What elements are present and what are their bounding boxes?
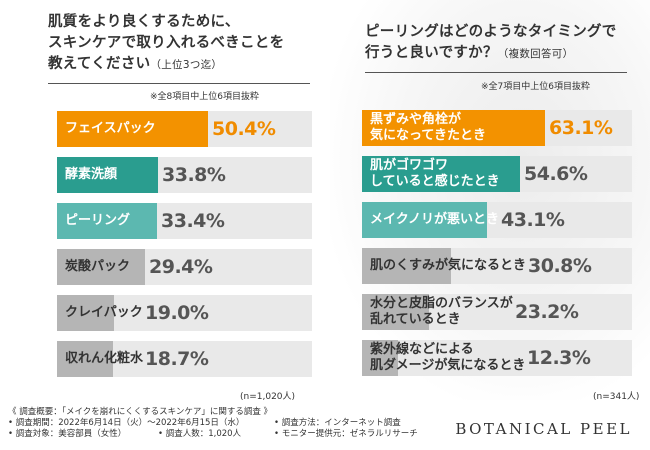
survey-period: • 調査期間：2022年6月14日（火）～2022年6月15日（水） [8, 418, 245, 428]
bar-left-4 [57, 249, 145, 285]
bar-row-left-5: クレイパック 19.0% [57, 295, 312, 331]
bar-left-1 [57, 111, 208, 147]
chart-left-n: (n=1,020人) [240, 392, 296, 402]
bar-label-line: メイクノリが悪いとき [370, 212, 499, 227]
bar-value-label: 50.4% [212, 118, 276, 140]
bar-value-label: 33.8% [162, 164, 226, 186]
bar-label-line: 肌のくすみが気になるとき [370, 258, 527, 273]
bar-row-left-1: フェイスパック 50.4% [57, 111, 312, 147]
chart-left-note: ※全8項目中上位6項目抜粋 [150, 92, 259, 102]
bar-row-left-4: 炭酸パック 29.4% [57, 249, 312, 285]
survey-provider: • モニター提供元：ゼネラルリサーチ [274, 429, 418, 439]
chart-right-title-line: 行うと良いですか？ [365, 45, 498, 61]
bar-label-line: 黒ずみや角栓が [370, 112, 462, 127]
bar-left-5 [57, 295, 114, 331]
bar-label-line: ピーリング [65, 213, 131, 228]
bar-left-3 [57, 203, 157, 239]
bar-label-line: 水分と皮脂のバランスが [370, 296, 513, 311]
chart-left-title-line: 肌質をより良くするために、 [48, 14, 240, 30]
bar-value-label: 33.4% [161, 210, 225, 232]
bar-row-left-3: ピーリング 33.4% [57, 203, 312, 239]
bar-right-6 [362, 340, 398, 376]
bar-label: 黒ずみや角栓が 気になってきたとき [370, 110, 486, 146]
bar-row-right-2: 肌がゴワゴワ していると感じたとき 54.6% [362, 156, 632, 192]
bar-row-right-5: 水分と皮脂のバランスが 乱れているとき 23.2% [362, 294, 632, 330]
bar-value-label: 12.3% [527, 347, 591, 369]
bar-label: ピーリング [65, 203, 130, 239]
bar-label-line: 紫外線などによる [370, 342, 474, 357]
bar-label-line: フェイスパック [65, 121, 156, 136]
bar-value-label: 30.8% [528, 255, 592, 277]
survey-overview: 《 調査概要：「メイクを崩れにくくするスキンケア」に関する調査 》 • 調査期間… [8, 407, 418, 440]
chart-right-title-sub: （複数回答可） [497, 48, 574, 60]
bar-right-3 [362, 202, 487, 238]
bar-label-line: 肌ダメージが気になるとき [370, 358, 526, 373]
bar-label: 水分と皮脂のバランスが 乱れているとき [370, 294, 513, 330]
bar-row-right-3: メイクノリが悪いとき 43.1% [362, 202, 632, 238]
bar-value-label: 54.6% [524, 163, 588, 185]
bar-value-label: 63.1% [549, 117, 613, 139]
chart-right-title: ピーリングはどのようなタイミングで 行うと良いですか？（複数回答可） [365, 22, 650, 65]
bar-label: 炭酸パック [65, 249, 130, 285]
chart-left-title-line: スキンケアで取り入れるべきことを [48, 35, 285, 51]
bar-label-line: 炭酸パック [65, 259, 131, 274]
bar-track [362, 340, 632, 376]
bar-label-line: 肌がゴワゴワ [370, 158, 449, 173]
title-underline [365, 72, 627, 73]
chart-right-note: ※全7項目中上位6項目抜粋 [481, 82, 590, 92]
bar-label-line: 気になってきたとき [370, 128, 486, 143]
bar-row-left-2: 酵素洗顔 33.8% [57, 157, 312, 193]
survey-target: • 調査対象：美容部員（女性） [8, 429, 127, 439]
bar-value-label: 29.4% [149, 256, 213, 278]
survey-heading: 《 調査概要：「メイクを崩れにくくするスキンケア」に関する調査 》 [8, 407, 273, 417]
chart-right-title-line: ピーリングはどのようなタイミングで [365, 24, 617, 40]
chart-left-title-line: 教えてください [48, 56, 151, 72]
bar-label: クレイパック [65, 295, 143, 331]
bar-label-line: 乱れているとき [370, 312, 461, 327]
background-photo [330, 0, 650, 400]
title-underline [48, 83, 310, 84]
bar-left-6 [57, 341, 113, 377]
survey-method: • 調査方法：インターネット調査 [274, 418, 401, 428]
bar-right-5 [362, 294, 429, 330]
bar-right-2 [362, 156, 520, 192]
bar-label-line: 酵素洗顔 [65, 167, 118, 182]
bar-label: フェイスパック [65, 111, 156, 147]
bar-row-right-6: 紫外線などによる 肌ダメージが気になるとき 12.3% [362, 340, 632, 376]
chart-left-title: 肌質をより良くするために、 スキンケアで取り入れるべきことを 教えてください（上… [48, 12, 328, 76]
bar-row-left-6: 収れん化粧水 18.7% [57, 341, 312, 377]
bar-label: 肌のくすみが気になるとき [370, 248, 526, 284]
bar-right-4 [362, 248, 451, 284]
bar-row-right-1: 黒ずみや角栓が 気になってきたとき 63.1% [362, 110, 632, 146]
bar-label: 酵素洗顔 [65, 157, 117, 193]
bar-left-2 [57, 157, 158, 193]
bar-label: メイクノリが悪いとき [370, 202, 499, 238]
survey-count: • 調査人数：1,020人 [158, 429, 242, 439]
bar-value-label: 43.1% [501, 209, 565, 231]
bar-label-line: クレイパック [65, 305, 143, 320]
bar-right-1 [362, 110, 545, 146]
chart-left-title-sub: （上位3つ迄） [150, 59, 223, 71]
bar-row-right-4: 肌のくすみが気になるとき 30.8% [362, 248, 632, 284]
bar-value-label: 18.7% [145, 348, 209, 370]
bar-label-line: していると感じたとき [370, 174, 500, 189]
bar-value-label: 23.2% [515, 301, 579, 323]
bar-label: 肌がゴワゴワ していると感じたとき [370, 156, 500, 192]
bar-value-label: 19.0% [145, 302, 209, 324]
bar-label-line: 収れん化粧水 [65, 351, 144, 366]
bar-label: 紫外線などによる 肌ダメージが気になるとき [370, 340, 525, 376]
brand-logo: BOTANICAL PEEL [455, 420, 632, 438]
bar-label: 収れん化粧水 [65, 341, 143, 377]
chart-right-n: (n=341人) [593, 392, 640, 402]
